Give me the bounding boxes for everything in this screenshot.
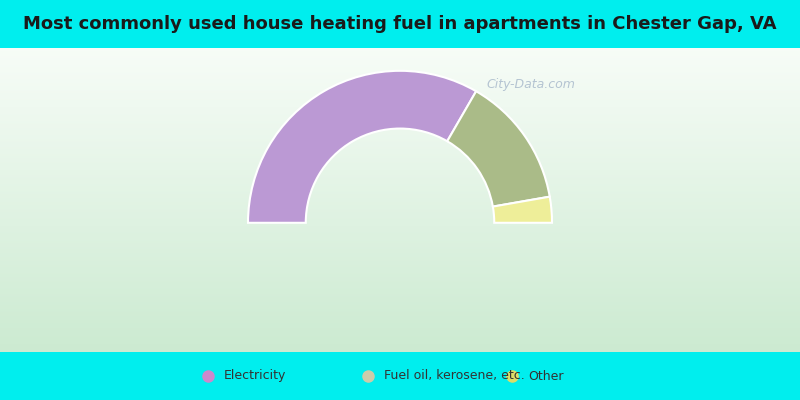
Text: Other: Other xyxy=(528,370,563,382)
Text: Most commonly used house heating fuel in apartments in Chester Gap, VA: Most commonly used house heating fuel in… xyxy=(23,15,777,33)
Text: City-Data.com: City-Data.com xyxy=(487,78,576,91)
Wedge shape xyxy=(447,91,550,206)
Text: Fuel oil, kerosene, etc.: Fuel oil, kerosene, etc. xyxy=(384,370,525,382)
Wedge shape xyxy=(248,71,476,223)
Wedge shape xyxy=(493,197,552,223)
Text: Electricity: Electricity xyxy=(224,370,286,382)
